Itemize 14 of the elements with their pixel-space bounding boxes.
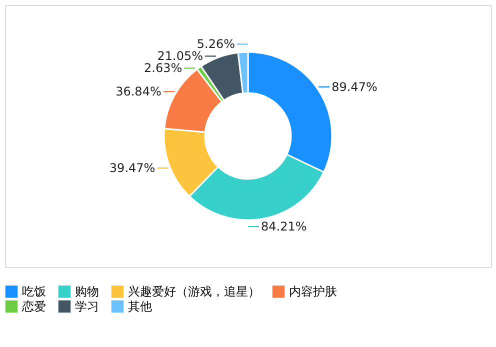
data-label: 39.47% [109, 161, 156, 176]
data-label: 89.47% [332, 80, 378, 94]
data-label: 21.05% [157, 49, 204, 64]
legend-label: 内容护肤 [289, 284, 337, 299]
data-label: 5.26% [196, 37, 235, 52]
legend-label: 恋爱 [21, 300, 46, 314]
legend-label: 兴趣爱好（游戏，追星） [128, 284, 260, 299]
legend-label: 吃饭 [22, 284, 46, 299]
legend-label: 其他 [128, 300, 152, 314]
legend-label: 学习 [75, 300, 99, 314]
data-label: 84.21% [261, 220, 307, 234]
legend-label: 购物 [75, 284, 99, 299]
data-label: 36.84% [116, 84, 162, 99]
data-label: 2.63% [144, 61, 182, 76]
